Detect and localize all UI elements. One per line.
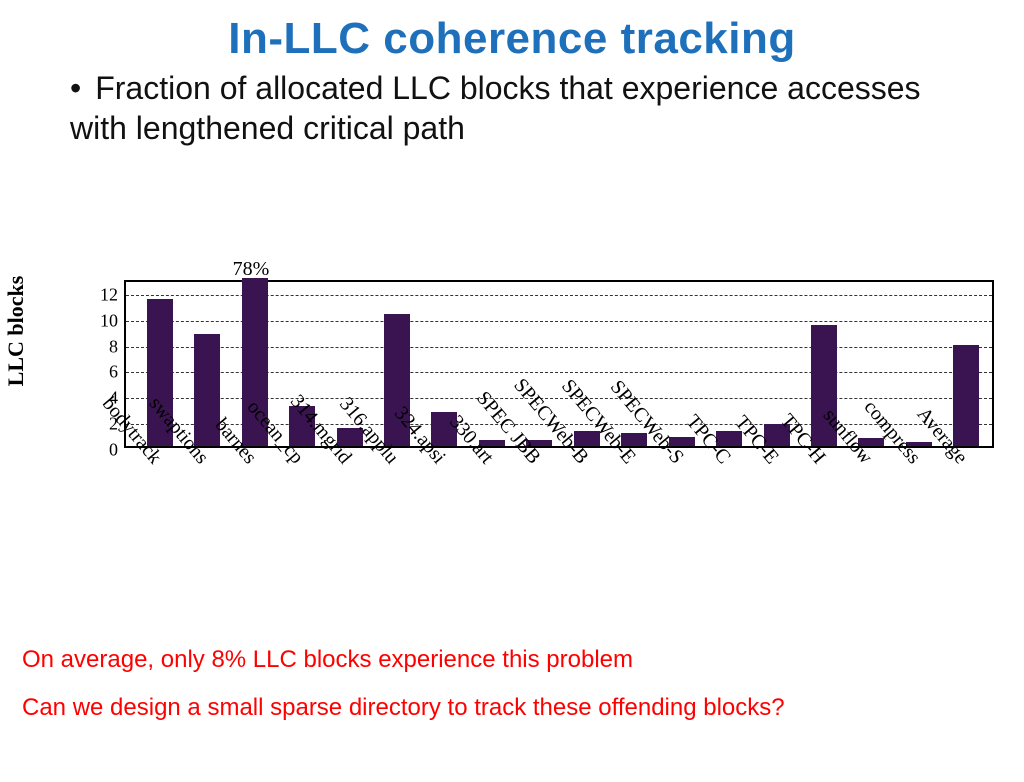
bullet-text: •Fraction of allocated LLC blocks that e… xyxy=(70,68,964,148)
slide-title: In-LLC coherence tracking xyxy=(0,14,1024,64)
bar xyxy=(953,345,979,446)
bullet-dot: • xyxy=(70,70,81,106)
caption-text: Can we design a small sparse directory t… xyxy=(22,694,785,722)
y-axis-label: Percentage of allocated LLC blocks xyxy=(0,246,27,416)
caption-text: On average, only 8% LLC blocks experienc… xyxy=(22,646,633,674)
plot-area: 78% 024681012bodytrackswaptionsbarnesoce… xyxy=(124,280,994,448)
bullet-content: Fraction of allocated LLC blocks that ex… xyxy=(70,70,921,146)
y-tick-label: 6 xyxy=(109,362,126,383)
y-tick-label: 8 xyxy=(109,336,126,357)
y-tick-label: 0 xyxy=(109,440,126,461)
y-tick-label: 12 xyxy=(100,284,126,305)
chart: Percentage of allocated LLC blocks 78% 0… xyxy=(8,262,1012,602)
y-tick-label: 10 xyxy=(100,310,126,331)
